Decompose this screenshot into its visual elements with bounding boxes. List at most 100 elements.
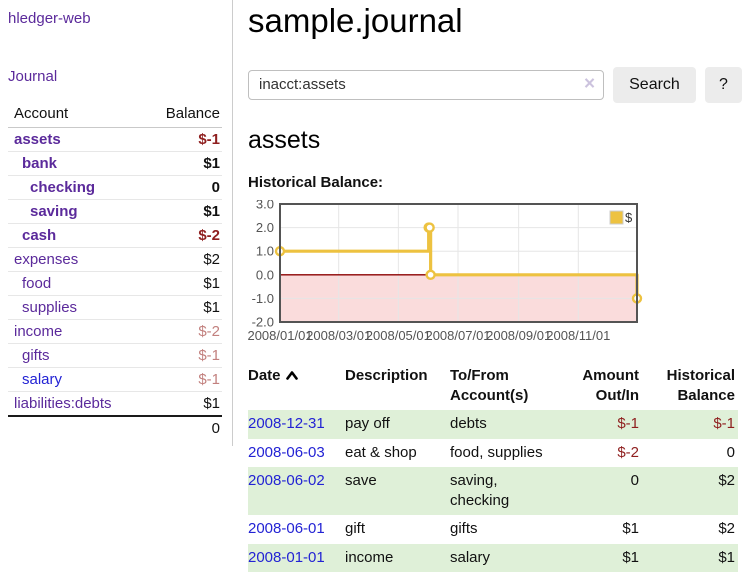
transaction-balance: 0 [726, 443, 735, 461]
account-link-salary[interactable]: salary [22, 371, 63, 388]
account-link-income[interactable]: income [14, 323, 63, 340]
data-point-marker [425, 269, 436, 280]
register-header-balance: Historical Balance [666, 366, 735, 405]
x-tick-label: 2008/05/01 [366, 328, 431, 343]
account-row: gifts $-1 [8, 343, 222, 368]
register-header-date[interactable]: Date [248, 364, 345, 411]
account-link-bank[interactable]: bank [22, 155, 58, 172]
app-title: hledger-web [8, 10, 222, 28]
x-tick-label: 2008/11/01 [546, 328, 610, 343]
main-content: sample.journal × Search ? assets Histori… [247, 0, 742, 572]
account-balance: $-1 [198, 131, 220, 148]
transaction-accounts: gifts [450, 520, 478, 538]
account-balance: 0 [211, 179, 220, 196]
search-input[interactable] [248, 69, 605, 100]
transaction-amount: $-2 [617, 443, 639, 461]
help-button[interactable]: ? [704, 66, 742, 103]
transaction-balance: $2 [718, 471, 735, 489]
register-header-description: Description [345, 366, 428, 384]
search-form: × Search ? [248, 66, 742, 103]
account-row: salary $-1 [8, 367, 222, 392]
register-header-accounts: To/From Account(s) [450, 366, 529, 405]
account-balance: $1 [203, 203, 220, 220]
transaction-date-link[interactable]: 2008-06-01 [248, 520, 325, 538]
register-row: 2008-12-31 pay off debts $-1 $-1 [248, 410, 738, 439]
account-row: food $1 [8, 271, 222, 296]
x-tick-label: 2008/07/01 [425, 328, 490, 343]
account-balance: $-2 [198, 323, 220, 340]
accounts-header-account: Account [8, 102, 142, 128]
x-tick-label: 2008/09/01 [486, 328, 551, 343]
account-balance: $-2 [198, 227, 220, 244]
transaction-amount: $1 [622, 520, 639, 538]
register-row: 2008-06-03 eat & shop food, supplies $-2 0 [248, 439, 738, 467]
legend-swatch [609, 210, 624, 225]
y-tick-label: -2.0 [252, 314, 274, 329]
account-row: supplies $1 [8, 295, 222, 320]
account-row: bank $1 [8, 151, 222, 176]
y-tick-label: 1.0 [256, 244, 274, 259]
historical-balance-chart: $3.0 2.0 1.0 0.0 -1.0 -2.0 2008/01/01 2008/03/0… [247, 196, 742, 355]
accounts-header-balance: Balance [141, 102, 222, 128]
y-tick-label: -1.0 [252, 291, 274, 306]
transaction-date-link[interactable]: 2008-12-31 [248, 415, 325, 433]
app-title-link[interactable]: hledger-web [8, 10, 91, 27]
account-row: liabilities:debts $1 [8, 391, 222, 416]
account-link-food[interactable]: food [22, 275, 52, 292]
account-balance: $1 [203, 275, 220, 292]
transaction-date-link[interactable]: 2008-06-02 [248, 471, 325, 489]
accounts-total-balance: 0 [141, 415, 222, 440]
account-link-gifts[interactable]: gifts [22, 347, 50, 364]
y-tick-label: 0.0 [256, 267, 274, 282]
transaction-accounts: salary [450, 548, 491, 566]
register-heading: assets [248, 125, 321, 154]
account-row: income $-2 [8, 319, 222, 344]
search-button[interactable]: Search [613, 66, 696, 103]
x-tick-label: 2008/03/01 [306, 328, 371, 343]
account-link-expenses[interactable]: expenses [14, 251, 79, 268]
transaction-balance: $-1 [713, 415, 735, 433]
register-row: 2008-01-01 income salary $1 $1 [248, 543, 738, 572]
accounts-table: Account Balance assets $-1 bank $1 checking 0… [8, 102, 222, 440]
account-row: checking 0 [8, 175, 222, 200]
account-link-cash[interactable]: cash [22, 227, 57, 244]
account-link-saving[interactable]: saving [30, 203, 78, 220]
chart-border [279, 202, 638, 323]
transaction-accounts: debts [450, 415, 487, 433]
account-row: assets $-1 [8, 128, 222, 152]
transaction-date-link[interactable]: 2008-06-03 [248, 443, 325, 461]
y-tick-label: 3.0 [256, 200, 274, 212]
sidebar-item-journal[interactable]: Journal [8, 68, 58, 85]
account-link-liabilities-debts[interactable]: liabilities:debts [14, 395, 112, 412]
transaction-description: gift [345, 520, 366, 538]
account-row: cash $-2 [8, 223, 222, 248]
account-row: expenses $2 [8, 247, 222, 272]
transaction-description: income [345, 548, 394, 566]
transaction-description: eat & shop [345, 443, 417, 461]
register-table: Date Description To/From Account(s) Amou… [248, 364, 738, 572]
transaction-date-link[interactable]: 2008-01-01 [248, 548, 325, 566]
chart-label: Historical Balance: [248, 173, 384, 191]
account-link-supplies[interactable]: supplies [22, 299, 78, 316]
x-tick-label: 2008/01/01 [248, 328, 313, 343]
account-link-assets[interactable]: assets [14, 131, 61, 148]
account-balance: $1 [203, 395, 220, 412]
sort-ascending-icon [285, 366, 298, 386]
register-row: 2008-06-01 gift gifts $1 $2 [248, 515, 738, 543]
transaction-accounts: saving, checking [450, 471, 510, 510]
transaction-balance: $2 [718, 520, 735, 538]
transaction-balance: $1 [718, 548, 735, 566]
account-balance: $-1 [198, 371, 220, 388]
account-balance: $2 [203, 251, 220, 268]
transaction-amount: $1 [622, 548, 639, 566]
transaction-amount: $-1 [617, 415, 639, 433]
accounts-total-row: 0 [8, 415, 222, 440]
data-point-marker [424, 222, 435, 233]
account-link-checking[interactable]: checking [30, 179, 96, 196]
register-row: 2008-06-02 save saving, checking 0 $2 [248, 466, 738, 516]
legend-label: $ [625, 210, 633, 225]
sidebar: hledger-web Journal Account Balance asse… [0, 0, 233, 446]
clear-search-icon[interactable]: × [584, 73, 596, 95]
transaction-description: save [345, 471, 377, 489]
transaction-accounts: food, supplies [450, 443, 543, 461]
